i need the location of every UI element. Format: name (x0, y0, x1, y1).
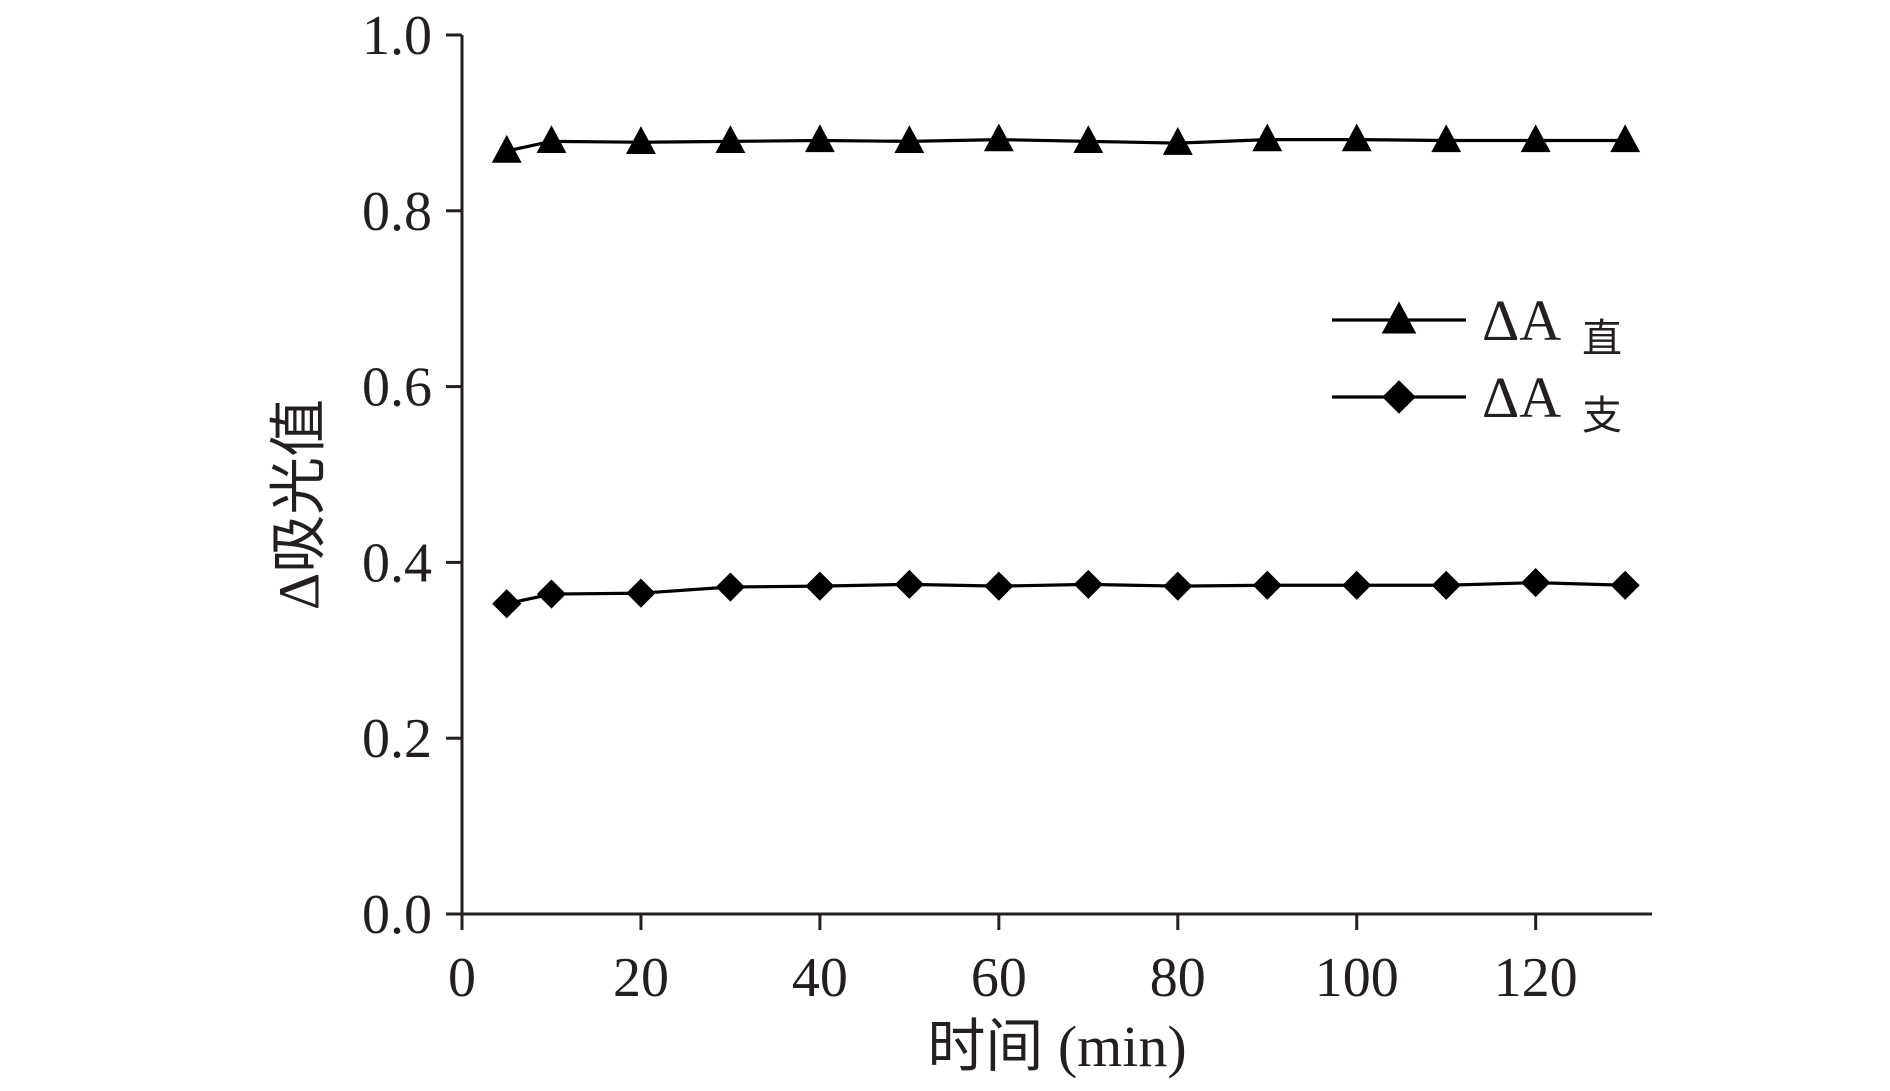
data-point (1610, 124, 1641, 153)
data-point (894, 125, 925, 154)
data-point (626, 578, 656, 608)
series-triangle (491, 123, 1641, 163)
y-tick-label: 1.0 (362, 5, 432, 67)
y-tick-label: 0.6 (362, 357, 432, 419)
data-point (625, 126, 656, 154)
x-tick-label: 60 (971, 947, 1027, 1009)
data-point (715, 572, 745, 602)
x-axis-title: 时间 (min) (927, 1014, 1186, 1079)
data-point (1431, 570, 1461, 600)
data-point (1073, 569, 1103, 599)
legend-item: ΔA 直 (1332, 288, 1622, 361)
data-point (984, 571, 1014, 601)
legend-marker (1382, 380, 1416, 414)
data-point (1341, 123, 1372, 152)
y-tick-label: 0.0 (362, 884, 432, 946)
y-tick-label: 0.2 (362, 708, 432, 770)
series-line (506, 138, 1626, 153)
data-point (1163, 571, 1193, 601)
data-point (536, 579, 567, 609)
data-point (1521, 568, 1551, 598)
x-tick-label: 40 (792, 947, 848, 1009)
legend-label-subscript: 支 (1582, 393, 1622, 438)
data-point (536, 125, 567, 154)
y-axis-title: Δ吸光值 (266, 399, 331, 610)
data-point (492, 589, 522, 619)
x-tick-label: 0 (448, 947, 476, 1009)
x-tick-label: 120 (1494, 947, 1578, 1009)
y-tick-label: 0.8 (362, 181, 432, 243)
data-point (894, 569, 924, 599)
series-diamond (492, 568, 1640, 619)
x-tick-label: 100 (1315, 947, 1399, 1009)
data-point (804, 124, 835, 153)
legend-label-subscript: 直 (1582, 316, 1622, 361)
legend: ΔA 直 ΔA 支 (1332, 288, 1622, 438)
y-tick-label: 0.4 (362, 532, 432, 594)
legend-marker (1381, 301, 1417, 334)
data-point (1073, 125, 1104, 154)
legend-item: ΔA 支 (1332, 365, 1622, 438)
data-point (805, 571, 835, 601)
x-tick-label: 80 (1150, 947, 1206, 1009)
data-point (1162, 126, 1193, 155)
data-point (715, 125, 746, 154)
data-point (1520, 124, 1551, 153)
data-point (983, 123, 1014, 152)
axes: 0.0 0.2 0.4 0.6 0.8 1.0 0 20 40 60 80 100 120 (362, 5, 1652, 1009)
data-point (1342, 570, 1372, 600)
data-point (491, 134, 522, 163)
legend-label: ΔA (1482, 288, 1561, 353)
data-point (1252, 123, 1283, 152)
data-point (1610, 570, 1640, 600)
data-point (1431, 124, 1462, 153)
x-tick-label: 20 (613, 947, 669, 1009)
series-line (506, 581, 1626, 606)
data-point (1252, 570, 1282, 600)
legend-label: ΔA (1482, 365, 1561, 430)
series-layer (491, 123, 1641, 619)
